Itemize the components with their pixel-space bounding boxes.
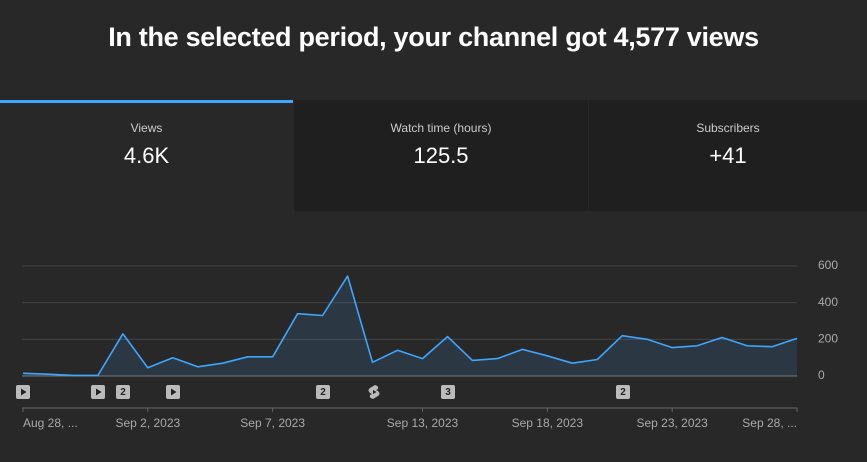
badge-box — [441, 385, 455, 399]
video-badge[interactable]: 2 — [616, 385, 630, 399]
badge-box — [316, 385, 330, 399]
tab-value: 125.5 — [413, 143, 469, 168]
y-tick-label: 400 — [818, 295, 838, 309]
x-tick-label: Sep 18, 2023 — [512, 416, 584, 430]
views-tab[interactable]: Views 4.6K — [0, 100, 293, 211]
badge-count: 2 — [120, 387, 126, 398]
tab-value: +41 — [709, 143, 747, 168]
x-tick-label: Sep 13, 2023 — [387, 416, 459, 430]
tab-label: Subscribers — [696, 121, 760, 135]
video-badge[interactable]: 2 — [116, 385, 130, 399]
video-icon[interactable] — [91, 385, 105, 399]
y-tick-label: 0 — [818, 368, 825, 382]
x-tick-label: Sep 28, ... — [742, 416, 797, 430]
shorts-icon[interactable] — [368, 385, 380, 399]
y-tick-label: 200 — [818, 332, 838, 346]
video-badge[interactable]: 2 — [316, 385, 330, 399]
badge-box — [616, 385, 630, 399]
x-tick-label: Aug 28, ... — [23, 416, 78, 430]
tab-label: Watch time (hours) — [390, 121, 492, 135]
badge-count: 2 — [320, 387, 326, 398]
watch-time-tab[interactable]: Watch time (hours) 125.5 — [294, 100, 588, 211]
badge-count: 3 — [445, 387, 451, 398]
video-icon[interactable] — [16, 385, 30, 399]
badge-count: 2 — [620, 387, 626, 398]
headline: In the selected period, your channel got… — [108, 22, 759, 52]
video-badge[interactable]: 3 — [441, 385, 455, 399]
subscribers-tab[interactable]: Subscribers +41 — [589, 100, 867, 211]
area-line — [22, 275, 798, 377]
tab-label: Views — [130, 121, 163, 135]
area-fill — [23, 276, 797, 376]
x-tick-label: Sep 23, 2023 — [636, 416, 708, 430]
x-tick-label: Sep 7, 2023 — [240, 416, 305, 430]
video-icon[interactable] — [166, 385, 180, 399]
tab-value: 4.6K — [123, 143, 170, 168]
y-tick-label: 600 — [818, 258, 838, 272]
x-tick-label: Sep 2, 2023 — [115, 416, 180, 430]
badge-box — [116, 385, 130, 399]
